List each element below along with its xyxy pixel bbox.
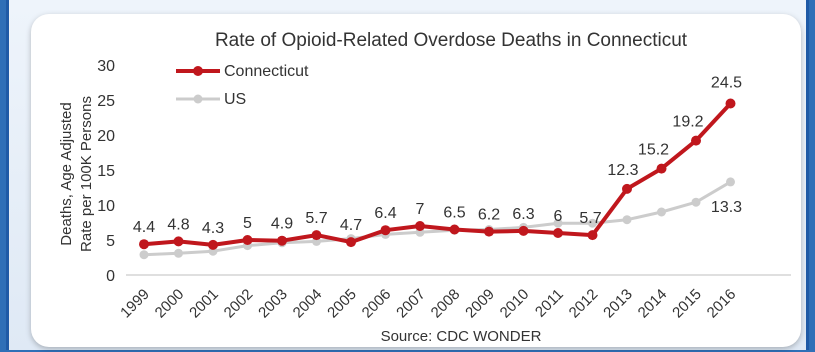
data-point-connecticut (208, 239, 218, 250)
data-label-connecticut: 6.3 (512, 206, 534, 223)
legend-marker-us (193, 94, 203, 104)
data-point-connecticut (449, 224, 460, 235)
y-tick-label: 0 (106, 268, 115, 285)
x-tick-label: 1999 (117, 286, 153, 322)
data-point-us (726, 177, 735, 187)
chart-legend: Connecticut US (176, 63, 309, 108)
data-label-connecticut: 12.3 (607, 162, 638, 179)
data-point-connecticut (415, 221, 425, 231)
legend-label-connecticut: Connecticut (224, 63, 309, 80)
data-point-connecticut (311, 230, 322, 241)
data-label-connecticut: 4.4 (133, 219, 155, 236)
x-tick-label: 2016 (704, 286, 740, 322)
x-tick-label: 2009 (462, 286, 498, 322)
x-tick-label: 2013 (600, 286, 636, 322)
x-tick-label: 2015 (669, 286, 705, 322)
data-label-connecticut: 6.5 (443, 205, 465, 222)
data-point-us (691, 197, 701, 207)
y-tick-label: 20 (97, 128, 115, 145)
x-tick-label: 2014 (635, 286, 671, 322)
data-point-connecticut (691, 135, 701, 146)
data-point-us (174, 248, 183, 258)
legend-label-us: US (224, 91, 246, 108)
data-point-us (622, 215, 632, 225)
data-point-us (588, 218, 597, 228)
x-tick-label: 2007 (393, 286, 429, 322)
data-label-connecticut: 24.5 (711, 75, 742, 92)
data-point-connecticut (553, 228, 563, 238)
data-label-connecticut: 7 (416, 201, 425, 218)
y-tick-label: 30 (97, 58, 115, 75)
x-tick-label: 2012 (566, 286, 602, 322)
data-point-us (657, 207, 666, 217)
data-point-connecticut (725, 98, 736, 109)
data-point-connecticut (380, 225, 391, 236)
legend-marker-connecticut (193, 66, 203, 76)
x-tick-label: 2006 (359, 286, 395, 322)
data-label-connecticut: 6.4 (374, 205, 396, 222)
data-label-us: 13.3 (711, 199, 742, 216)
data-point-connecticut (656, 163, 667, 174)
y-axis-label-line-2: Rate per 100K Persons (78, 96, 95, 252)
chart-title: Rate of Opioid-Related Overdose Deaths i… (215, 30, 688, 51)
x-tick-label: 2008 (428, 286, 464, 322)
data-label-connecticut: 4.7 (340, 217, 362, 234)
y-axis-label-line-1: Deaths, Age Adjusted (58, 102, 75, 245)
data-label-connecticut: 6.2 (478, 207, 500, 224)
y-tick-label: 25 (97, 93, 115, 110)
chart-card: Rate of Opioid-Related Overdose Deaths i… (31, 14, 801, 347)
data-point-connecticut (518, 225, 529, 236)
data-label-connecticut: 4.9 (271, 216, 293, 233)
y-tick-label: 15 (97, 163, 115, 180)
data-label-connecticut: 5.7 (579, 210, 601, 227)
x-tick-label: 2010 (497, 286, 533, 322)
data-label-connecticut: 6 (554, 208, 563, 225)
data-label-connecticut: 5 (243, 215, 252, 232)
chart-source: Source: CDC WONDER (381, 328, 542, 345)
slide-frame: Rate of Opioid-Related Overdose Deaths i… (6, 0, 809, 350)
data-point-connecticut (242, 235, 253, 245)
series-line-us (143, 180, 732, 257)
data-label-connecticut: 5.7 (305, 210, 327, 227)
x-tick-label: 2005 (324, 286, 360, 322)
data-point-connecticut (277, 235, 287, 246)
series-line-connecticut (143, 102, 732, 247)
data-point-connecticut (139, 239, 149, 250)
data-point-connecticut (587, 230, 598, 241)
data-label-connecticut: 19.2 (672, 114, 703, 131)
y-axis-label: Deaths, Age Adjusted Rate per 100K Perso… (58, 96, 95, 252)
x-tick-label: 2002 (221, 286, 257, 322)
data-label-connecticut: 4.3 (202, 220, 224, 237)
data-point-connecticut (346, 237, 356, 248)
y-tick-label: 10 (97, 198, 115, 215)
x-tick-label: 2004 (290, 286, 326, 322)
data-point-connecticut (484, 226, 494, 237)
data-point-us (139, 250, 149, 260)
line-chart: Rate of Opioid-Related Overdose Deaths i… (58, 30, 791, 345)
data-point-connecticut (622, 183, 632, 194)
x-tick-label: 2003 (255, 286, 291, 322)
data-label-connecticut: 4.8 (167, 216, 189, 233)
data-label-connecticut: 15.2 (638, 142, 669, 159)
data-point-us (553, 218, 563, 228)
y-tick-label: 5 (106, 233, 115, 250)
x-tick-label: 2001 (186, 286, 222, 322)
x-tick-label: 2011 (532, 286, 567, 321)
x-tick-label: 2000 (152, 286, 188, 322)
data-point-connecticut (173, 236, 184, 247)
